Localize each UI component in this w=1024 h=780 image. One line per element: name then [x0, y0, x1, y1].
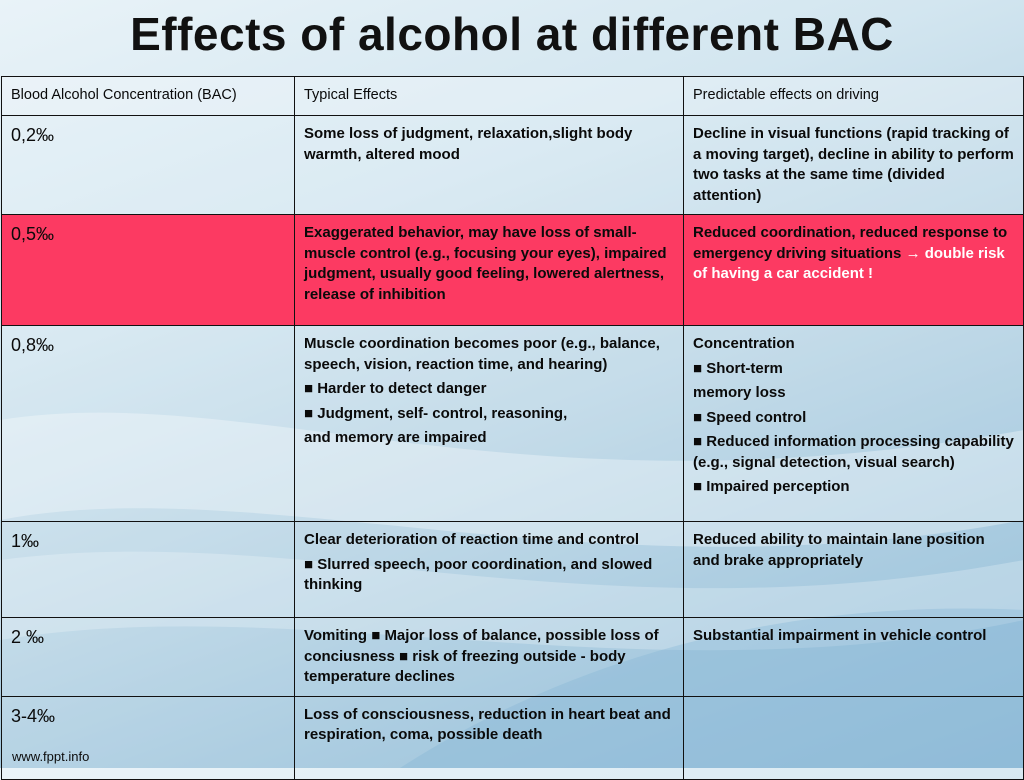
footer-url: www.fppt.info — [12, 749, 90, 764]
effect-line: ■ Harder to detect danger — [304, 380, 487, 397]
effect-line: Exaggerated behavior, may have loss of s… — [304, 224, 667, 303]
slide-title: Effects of alcohol at different BAC — [130, 8, 894, 60]
bac-value: 0,5‰ — [1, 214, 295, 326]
bac-effects-table: Blood Alcohol Concentration (BAC) Typica… — [1, 76, 1024, 780]
typical-effects-cell: Exaggerated behavior, may have loss of s… — [294, 214, 684, 326]
effect-line: Reduced coordination, reduced response t… — [693, 224, 1008, 262]
typical-effects-cell: Loss of consciousness, reduction in hear… — [294, 695, 684, 780]
bac-value: 0,2‰ — [1, 115, 295, 215]
effect-line: ■ Impaired perception — [693, 478, 850, 495]
driving-effects-cell: Reduced coordination, reduced response t… — [683, 214, 1024, 326]
typical-effects-cell: Muscle coordination becomes poor (e.g., … — [294, 325, 684, 522]
table-row: 1‰ Clear deterioration of reaction time … — [1, 521, 1024, 618]
table-header-row: Blood Alcohol Concentration (BAC) Typica… — [1, 76, 1024, 116]
effect-line: Loss of consciousness, reduction in hear… — [304, 705, 671, 744]
header-typical-effects: Typical Effects — [294, 76, 684, 116]
effect-line: Concentration — [693, 335, 795, 352]
effect-line: and memory are impaired — [304, 429, 487, 446]
table-row: 0,2‰ Some loss of judgment, relaxation,s… — [1, 115, 1024, 215]
typical-effects-cell: Clear deterioration of reaction time and… — [294, 521, 684, 618]
header-bac: Blood Alcohol Concentration (BAC) — [1, 76, 295, 116]
typical-effects-cell: Some loss of judgment, relaxation,slight… — [294, 115, 684, 215]
bac-value: 3-4‰ — [1, 695, 295, 780]
bac-value: 0,8‰ — [1, 325, 295, 522]
driving-effects-cell: Reduced ability to maintain lane positio… — [683, 521, 1024, 618]
effect-line: Some loss of judgment, relaxation,slight… — [304, 125, 633, 163]
driving-effects-cell: Decline in visual functions (rapid track… — [683, 115, 1024, 215]
driving-effects-cell: Substantial impairment in vehicle contro… — [683, 617, 1024, 697]
effect-line: Decline in visual functions (rapid track… — [693, 125, 1014, 204]
effect-line: ■ Reduced information processing capabil… — [693, 433, 1014, 471]
effect-line: ■ Slurred speech, poor coordination, and… — [304, 555, 653, 594]
effect-line: Clear deterioration of reaction time and… — [304, 531, 640, 548]
typical-effects-cell: Vomiting ■ Major loss of balance, possib… — [294, 617, 684, 697]
header-driving-effects: Predictable effects on driving — [683, 76, 1024, 116]
effect-line: ■ Short-term — [693, 359, 783, 377]
effect-line: Reduced ability to maintain lane positio… — [693, 531, 985, 569]
driving-effects-cell — [683, 695, 1024, 780]
table-row-highlighted: 0,5‰ Exaggerated behavior, may have loss… — [1, 214, 1024, 326]
effect-line: memory loss — [693, 384, 786, 401]
table-row: 0,8‰ Muscle coordination becomes poor (e… — [1, 325, 1024, 522]
effect-line: ■ Judgment, self- control, reasoning, — [304, 404, 568, 422]
effect-line: ■ Speed control — [693, 408, 807, 426]
table-row: 3-4‰ Loss of consciousness, reduction in… — [1, 695, 1024, 780]
effect-line: Vomiting ■ Major loss of balance, possib… — [304, 627, 659, 685]
table-row: 2 ‰ Vomiting ■ Major loss of balance, po… — [1, 617, 1024, 697]
arrow-icon: → — [905, 244, 921, 262]
bac-value: 1‰ — [1, 521, 295, 618]
risk-highlight: double risk of having a car accident ! — [693, 244, 1005, 283]
bac-value: 2 ‰ — [1, 617, 295, 697]
effect-line: Muscle coordination becomes poor (e.g., … — [304, 335, 660, 373]
effect-line: Substantial impairment in vehicle contro… — [693, 627, 987, 644]
driving-effects-cell: Concentration ■ Short-term memory loss ■… — [683, 325, 1024, 522]
